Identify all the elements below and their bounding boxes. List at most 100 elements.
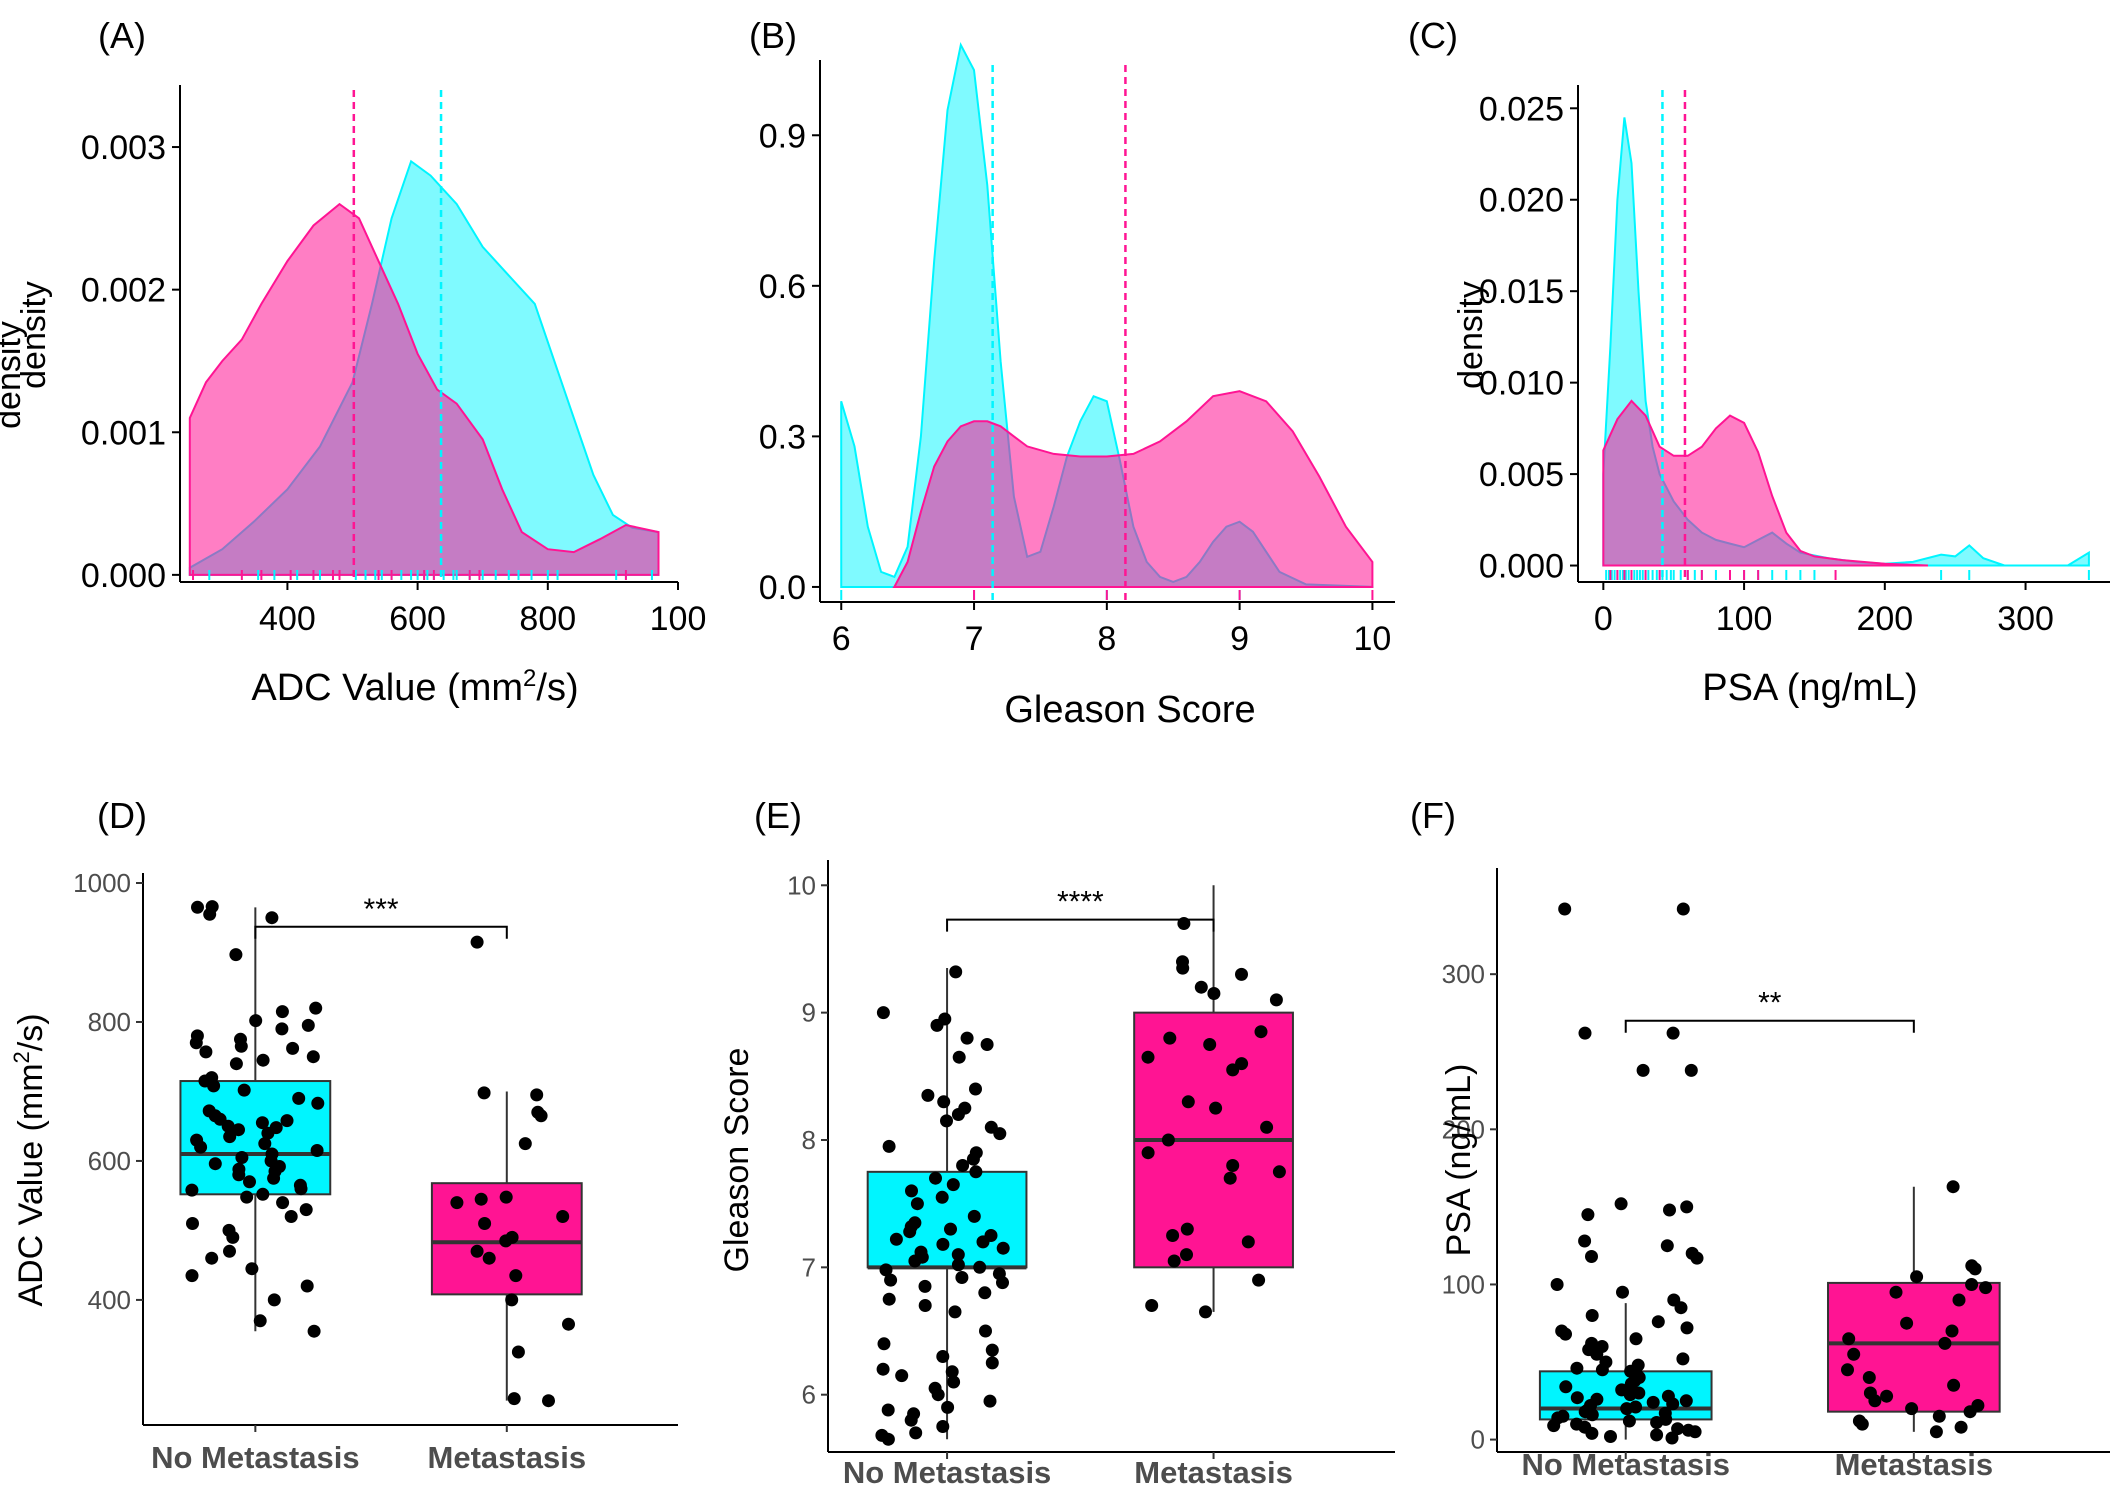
data-point: [221, 1119, 235, 1133]
data-point: [1965, 1278, 1979, 1291]
data-point: [1590, 1347, 1604, 1361]
data-point: [931, 1388, 945, 1402]
data-point: [534, 1109, 548, 1123]
x-tick-label: 0: [1594, 600, 1613, 638]
y-tick-label: 7: [802, 1252, 816, 1282]
data-point: [1176, 961, 1190, 975]
data-point: [945, 1365, 959, 1379]
data-point: [1585, 1426, 1599, 1440]
data-point: [946, 1178, 960, 1192]
data-point: [1900, 1316, 1914, 1330]
data-point: [1889, 1285, 1903, 1299]
y-tick-label: 300: [1442, 959, 1485, 989]
data-point: [1570, 1391, 1584, 1405]
data-point: [879, 1263, 893, 1277]
data-point: [299, 1203, 313, 1217]
panel-a: (A) 0.000 0.001 0.002 0.003 400 600 800 100 ADC V…: [15, 15, 706, 709]
category-label: Metastasis: [1134, 1455, 1293, 1490]
data-point: [947, 1375, 961, 1389]
data-point: [1209, 1101, 1223, 1115]
significance-bracket: [254, 925, 508, 939]
data-point: [960, 1031, 974, 1045]
y-tick-label: 0.0: [759, 569, 806, 607]
data-point: [1226, 1159, 1240, 1172]
data-point: [1676, 1352, 1690, 1366]
data-point: [978, 1286, 992, 1300]
x-axis-title-sup: 2: [523, 665, 536, 692]
data-point: [1680, 1321, 1694, 1335]
data-point: [1666, 1397, 1680, 1411]
y-tick-label: 8: [802, 1125, 816, 1155]
data-point: [905, 1184, 918, 1198]
y-axis-title-end: /s): [12, 1013, 50, 1051]
data-point: [1166, 1229, 1180, 1242]
data-point: [951, 1108, 965, 1121]
data-point: [1929, 1425, 1943, 1439]
data-point: [1559, 1327, 1572, 1341]
data-point: [253, 1314, 267, 1328]
data-point: [237, 1083, 251, 1097]
data-point: [450, 1196, 464, 1210]
data-point: [877, 1337, 891, 1351]
y-tick-label: 0.003: [81, 129, 166, 167]
y-tick-label: 0.6: [759, 268, 806, 306]
data-point: [286, 1041, 300, 1055]
panel-d: (D) *** 400 600 800 1000 No Metastasis Metastas…: [9, 795, 678, 1475]
data-point: [1666, 1026, 1680, 1040]
data-point: [910, 1197, 924, 1211]
data-point: [1650, 1416, 1664, 1429]
data-point: [1651, 1315, 1665, 1329]
data-point: [1680, 1200, 1694, 1214]
data-point: [1585, 1250, 1598, 1263]
data-point: [949, 965, 963, 979]
data-point: [1585, 1408, 1599, 1422]
data-point: [482, 1251, 496, 1265]
data-point: [956, 1159, 970, 1172]
data-point: [940, 1114, 953, 1128]
panel-label-d: (D): [97, 795, 147, 836]
data-point: [966, 1152, 980, 1166]
density-area-metastasis: [188, 202, 660, 576]
data-point: [1578, 1234, 1592, 1248]
data-point: [232, 1168, 246, 1182]
data-point: [1141, 1050, 1155, 1064]
data-point: [969, 1082, 982, 1096]
data-point: [951, 1248, 965, 1262]
data-point: [1636, 1063, 1650, 1077]
data-point: [1963, 1405, 1977, 1419]
data-point: [1199, 1305, 1212, 1319]
data-point: [1947, 1378, 1961, 1392]
data-point: [895, 1369, 909, 1383]
data-point: [903, 1225, 917, 1239]
data-point: [186, 1217, 199, 1230]
y-tick-label: 9: [802, 998, 816, 1028]
data-point: [265, 911, 279, 925]
data-point: [1862, 1371, 1876, 1384]
significance-bracket: [1624, 1019, 1915, 1033]
data-point: [223, 1130, 237, 1144]
data-point: [936, 1350, 950, 1363]
x-axis-title: ADC Value (mm2/s): [251, 665, 578, 709]
x-tick-label: 300: [1997, 600, 2054, 638]
data-point: [207, 1079, 221, 1093]
data-point: [1688, 1425, 1702, 1439]
y-tick-label: 400: [88, 1285, 131, 1315]
data-point: [311, 1096, 325, 1110]
y-tick-label: 0.025: [1479, 90, 1564, 128]
panel-f: (F) ** 0 100 200 300 No Metastasis Metastasis PS…: [1410, 795, 2110, 1482]
data-point: [1968, 1262, 1982, 1276]
data-point: [876, 1006, 890, 1020]
data-point: [969, 1165, 983, 1179]
y-tick-label: 0: [1471, 1425, 1485, 1455]
data-point: [229, 1057, 243, 1071]
data-point: [1629, 1332, 1643, 1346]
significance-label: ****: [1057, 886, 1104, 919]
category-label: No Metastasis: [1521, 1447, 1729, 1482]
data-point: [1665, 1431, 1679, 1445]
data-point: [234, 1039, 248, 1053]
data-point: [996, 1241, 1010, 1255]
data-point: [189, 1036, 203, 1050]
data-point: [518, 1137, 532, 1151]
data-point: [930, 1018, 944, 1032]
data-point: [292, 1091, 306, 1105]
